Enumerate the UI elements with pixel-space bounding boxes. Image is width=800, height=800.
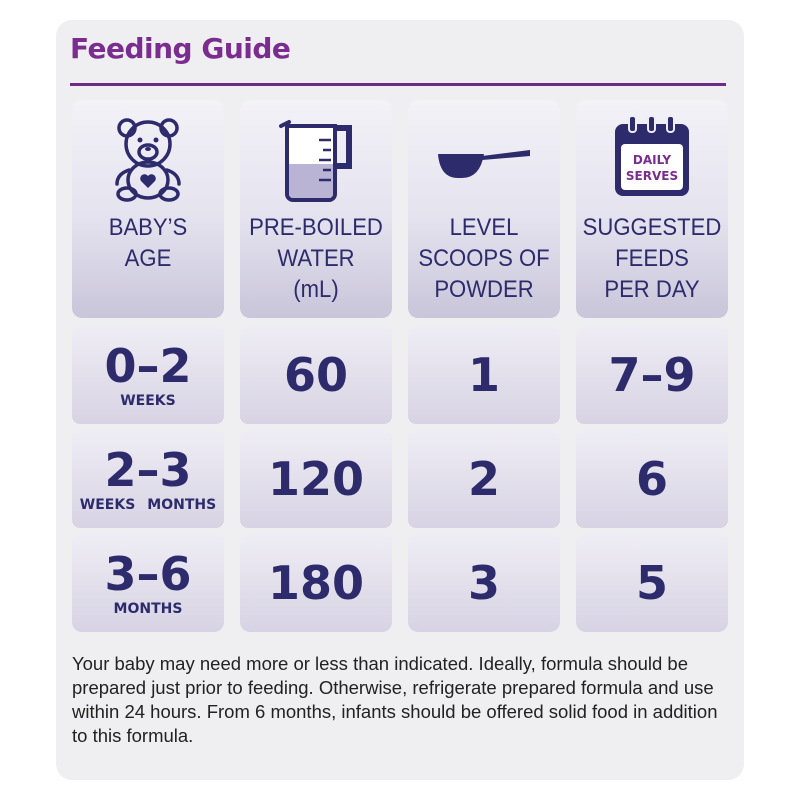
cell-water-row-3: 180 xyxy=(240,534,392,632)
page-title: Feeding Guide xyxy=(70,32,291,65)
header-babys-age: BABY’S AGE xyxy=(72,100,224,318)
calendar-icon: DAILY SERVES xyxy=(576,114,728,204)
column-scoops: LEVEL SCOOPS OF POWDER 1 2 3 xyxy=(408,100,560,632)
header-label: PRE-BOILED WATER (mL) xyxy=(249,214,383,303)
header-label: SUGGESTED FEEDS PER DAY xyxy=(582,214,722,303)
cell-age-row-1: 0–2 WEEKS xyxy=(72,326,224,424)
cell-feeds-row-3: 5 xyxy=(576,534,728,632)
column-feeds: DAILY SERVES SUGGESTED FEEDS PER DAY 7–9… xyxy=(576,100,728,632)
cell-feeds-row-1: 7–9 xyxy=(576,326,728,424)
cell-age-row-3: 3–6 MONTHS xyxy=(72,534,224,632)
cell-water-row-1: 60 xyxy=(240,326,392,424)
formula-scoop-icon xyxy=(408,114,560,204)
calendar-icon-text-serves: SERVES xyxy=(626,169,678,183)
column-babys-age: BABY’S AGE 0–2 WEEKS 2–3 WEEKS MONTHS 3–… xyxy=(72,100,224,632)
header-scoops: LEVEL SCOOPS OF POWDER xyxy=(408,100,560,318)
cell-scoops-row-2: 2 xyxy=(408,430,560,528)
header-water: PRE-BOILED WATER (mL) xyxy=(240,100,392,318)
cell-scoops-row-1: 1 xyxy=(408,326,560,424)
measuring-jug-icon xyxy=(240,114,392,204)
calendar-icon-text-daily: DAILY xyxy=(633,153,671,167)
header-label: LEVEL SCOOPS OF POWDER xyxy=(418,214,550,303)
cell-feeds-row-2: 6 xyxy=(576,430,728,528)
cell-water-row-2: 120 xyxy=(240,430,392,528)
header-label: BABY’S AGE xyxy=(108,214,188,272)
cell-age-row-2: 2–3 WEEKS MONTHS xyxy=(72,430,224,528)
teddy-bear-icon xyxy=(72,114,224,204)
cell-scoops-row-3: 3 xyxy=(408,534,560,632)
feeding-guide-card: Feeding Guide xyxy=(56,20,744,780)
title-divider xyxy=(70,83,726,86)
footnote: Your baby may need more or less than ind… xyxy=(72,653,718,746)
column-water: PRE-BOILED WATER (mL) 60 120 180 xyxy=(240,100,392,632)
header-feeds: DAILY SERVES SUGGESTED FEEDS PER DAY xyxy=(576,100,728,318)
